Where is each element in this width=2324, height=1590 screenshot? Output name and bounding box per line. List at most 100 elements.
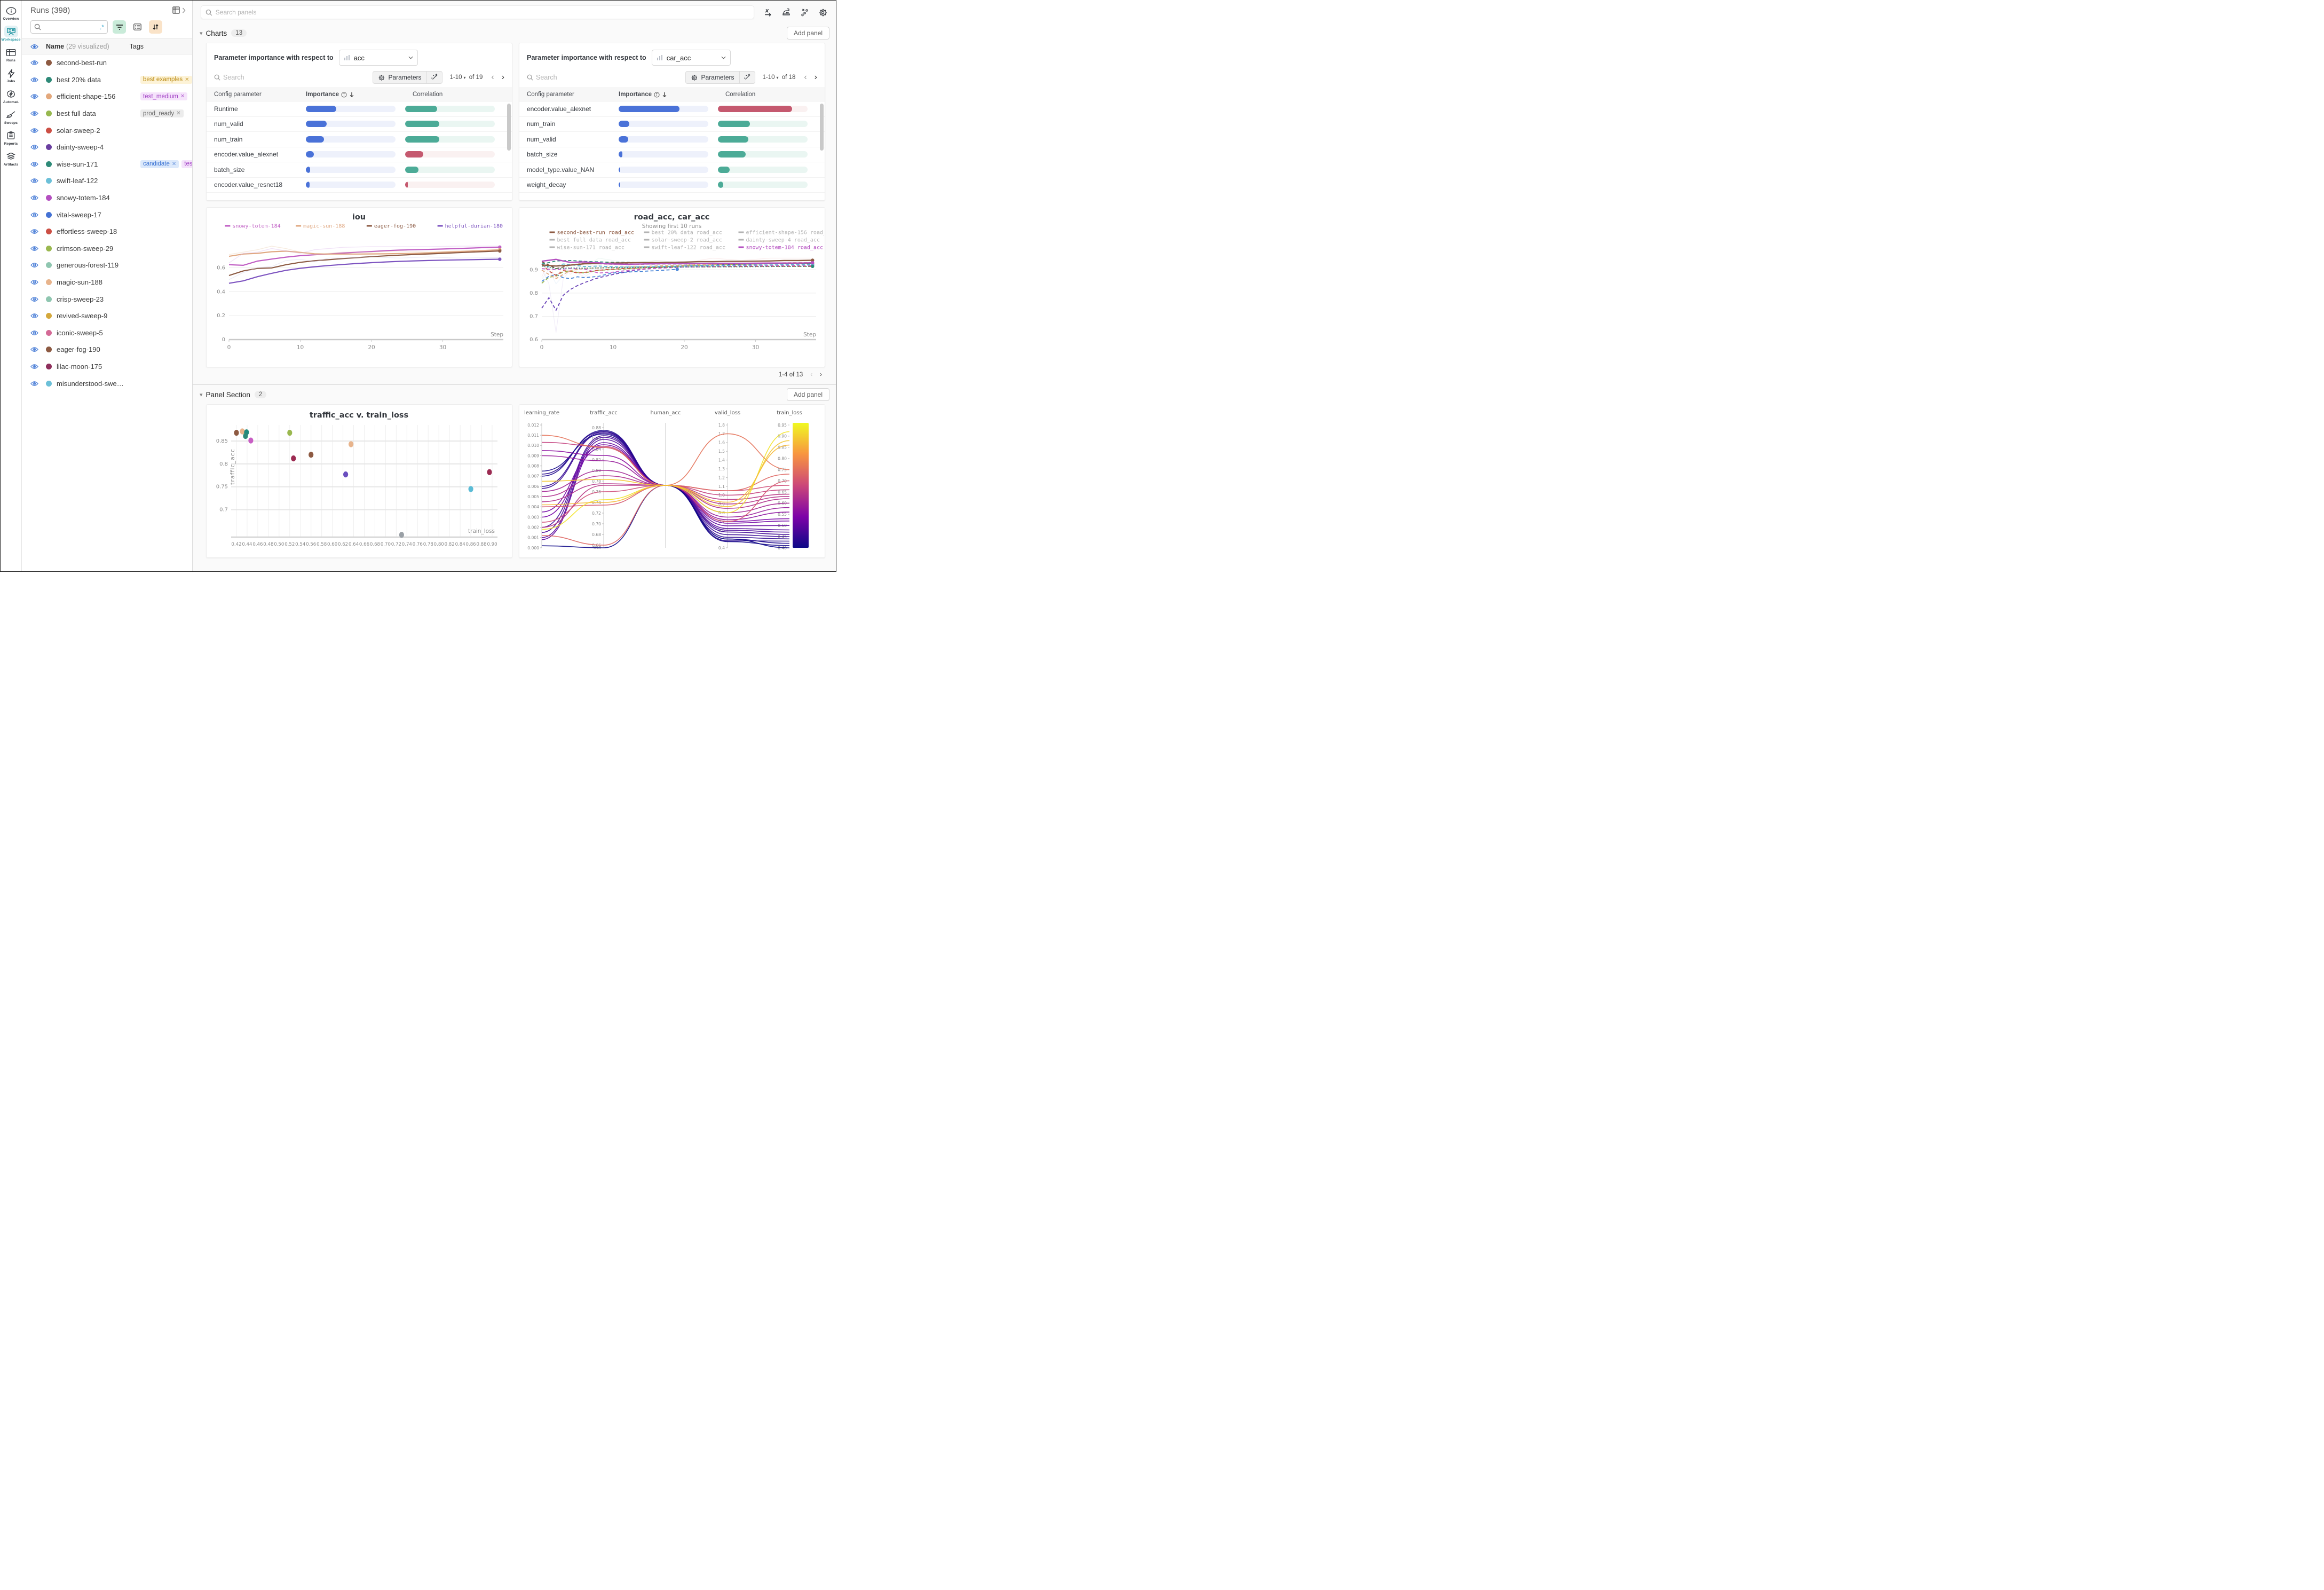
importance-row[interactable]: weight_decay: [519, 178, 825, 193]
table-scrollbar[interactable]: [820, 104, 824, 151]
panel-section-collapse-chevron[interactable]: ▾: [200, 391, 203, 398]
run-name[interactable]: crisp-sweep-23: [57, 295, 104, 303]
run-name[interactable]: vital-sweep-17: [57, 210, 101, 219]
run-row[interactable]: eager-fog-190: [22, 341, 192, 358]
run-name[interactable]: lilac-moon-175: [57, 362, 102, 371]
visibility-eye-icon[interactable]: [30, 161, 38, 167]
run-row[interactable]: snowy-totem-184: [22, 190, 192, 207]
visibility-eye-icon[interactable]: [30, 195, 38, 201]
magic-wand-button[interactable]: [427, 72, 442, 83]
visibility-eye-icon[interactable]: [30, 229, 38, 234]
metric-select[interactable]: acc: [338, 50, 418, 66]
tag-remove-icon[interactable]: ✕: [176, 111, 181, 117]
visibility-eye-icon[interactable]: [30, 246, 38, 251]
run-row[interactable]: wise-sun-171 candidate✕test_medium✕: [22, 156, 192, 173]
iou-chart-panel[interactable]: iou snowy-totem-184 magic-sun-188 eager-fog…: [206, 207, 512, 367]
sort-runs-button[interactable]: [149, 20, 162, 34]
rail-item-runs[interactable]: Runs: [1, 46, 21, 62]
add-panel-button-2[interactable]: Add panel: [786, 388, 829, 401]
run-row[interactable]: iconic-sweep-5: [22, 325, 192, 342]
importance-row[interactable]: encoder.value_alexnet: [207, 147, 512, 162]
visibility-eye-icon[interactable]: [30, 279, 38, 285]
runs-search-input[interactable]: .*: [30, 20, 108, 34]
name-column-header[interactable]: Name (29 visualized): [46, 43, 109, 50]
rail-item-sweeps[interactable]: Sweeps: [1, 109, 21, 125]
visibility-eye-icon[interactable]: [30, 77, 38, 83]
importance-row[interactable]: num_train: [519, 117, 825, 132]
run-name[interactable]: swift-leaf-122: [57, 177, 98, 185]
visibility-eye-icon[interactable]: [30, 111, 38, 116]
add-panel-button[interactable]: Add panel: [786, 27, 829, 40]
run-name[interactable]: second-best-run: [57, 59, 107, 67]
charts-page-prev[interactable]: ‹: [810, 372, 813, 378]
regex-toggle[interactable]: .*: [99, 23, 104, 31]
tag-remove-icon[interactable]: ✕: [180, 93, 185, 100]
visibility-eye-icon[interactable]: [30, 128, 38, 133]
run-row[interactable]: crimson-sweep-29: [22, 240, 192, 257]
sort-desc-arrow-icon[interactable]: [662, 92, 667, 98]
run-name[interactable]: solar-sweep-2: [57, 126, 100, 135]
search-panels-box[interactable]: [201, 5, 754, 19]
settings-gear-button[interactable]: [818, 8, 827, 17]
importance-row[interactable]: num_valid: [207, 117, 512, 132]
charts-page-next[interactable]: ›: [820, 372, 822, 378]
outliers-button[interactable]: [801, 8, 809, 17]
run-row[interactable]: solar-sweep-2: [22, 122, 192, 139]
rail-item-artifacts[interactable]: Artifacts: [1, 151, 21, 167]
importance-row[interactable]: Runtime: [207, 101, 512, 117]
run-name[interactable]: generous-forest-119: [57, 261, 119, 270]
run-name[interactable]: snowy-totem-184: [57, 194, 110, 202]
visibility-eye-icon[interactable]: [30, 296, 38, 302]
page-prev-icon[interactable]: ‹: [491, 73, 494, 82]
charts-collapse-chevron[interactable]: ▾: [200, 30, 203, 37]
parallel-coords-panel[interactable]: learning_rate 0.012 0.011 0.010 0.009 0.008 0.…: [519, 404, 825, 558]
road-acc-chart-panel[interactable]: road_acc, car_acc Showing first 10 runs se…: [519, 207, 825, 367]
run-name[interactable]: effortless-sweep-18: [57, 227, 117, 236]
rail-item-reports[interactable]: Reports: [1, 130, 21, 146]
visibility-eye-icon[interactable]: [30, 178, 38, 184]
run-name[interactable]: best full data: [57, 109, 96, 118]
tag-remove-icon[interactable]: ✕: [185, 76, 189, 83]
run-tag[interactable]: test_medium✕: [140, 92, 188, 101]
importance-row[interactable]: batch_size: [207, 162, 512, 178]
importance-pagination[interactable]: 1-10 ▾ of 19: [449, 74, 483, 81]
sort-desc-arrow-icon[interactable]: [349, 92, 354, 98]
importance-search-input[interactable]: Search: [527, 74, 681, 81]
run-tag[interactable]: prod_ready ✕: [140, 109, 184, 118]
importance-row[interactable]: encoder.value_alexnet: [519, 101, 825, 117]
rail-item-workspace[interactable]: Workspace: [1, 26, 21, 42]
run-name[interactable]: wise-sun-171: [57, 160, 98, 168]
run-row[interactable]: vital-sweep-17: [22, 206, 192, 223]
importance-row[interactable]: model_type.value_NAN: [519, 162, 825, 178]
run-row[interactable]: revived-sweep-9: [22, 308, 192, 325]
run-name[interactable]: efficient-shape-156: [57, 92, 116, 101]
importance-row[interactable]: batch_size: [519, 147, 825, 162]
run-tag[interactable]: test_medium✕: [181, 160, 192, 168]
tag-remove-icon[interactable]: ✕: [171, 161, 177, 167]
filter-runs-button[interactable]: [113, 20, 126, 34]
tags-column-header[interactable]: Tags: [129, 43, 144, 50]
magic-wand-button[interactable]: [740, 72, 755, 83]
page-next-icon[interactable]: ›: [501, 73, 504, 82]
run-tag[interactable]: candidate ✕: [140, 160, 179, 168]
metric-select[interactable]: car_acc: [651, 50, 731, 66]
importance-row[interactable]: num_train: [207, 132, 512, 147]
run-name[interactable]: magic-sun-188: [57, 278, 102, 287]
page-prev-icon[interactable]: ‹: [804, 73, 807, 82]
visibility-eye-icon[interactable]: [30, 313, 38, 319]
run-row[interactable]: swift-leaf-122: [22, 172, 192, 190]
visibility-eye-icon[interactable]: [30, 93, 38, 99]
visibility-eye-icon[interactable]: [30, 262, 38, 268]
table-scrollbar[interactable]: [507, 104, 511, 151]
smoothing-iron-button[interactable]: [782, 8, 792, 17]
group-runs-button[interactable]: [131, 20, 144, 34]
run-name[interactable]: dainty-sweep-4: [57, 143, 104, 152]
visibility-all-icon[interactable]: [30, 44, 38, 50]
importance-pagination[interactable]: 1-10 ▾ of 18: [762, 74, 796, 81]
importance-row[interactable]: num_valid: [519, 132, 825, 147]
visibility-eye-icon[interactable]: [30, 330, 38, 336]
rail-item-automat[interactable]: Automat.: [1, 88, 21, 104]
parameters-button[interactable]: Parameters: [373, 72, 427, 83]
run-row[interactable]: efficient-shape-156 test_medium ✕: [22, 88, 192, 105]
page-next-icon[interactable]: ›: [814, 73, 817, 82]
